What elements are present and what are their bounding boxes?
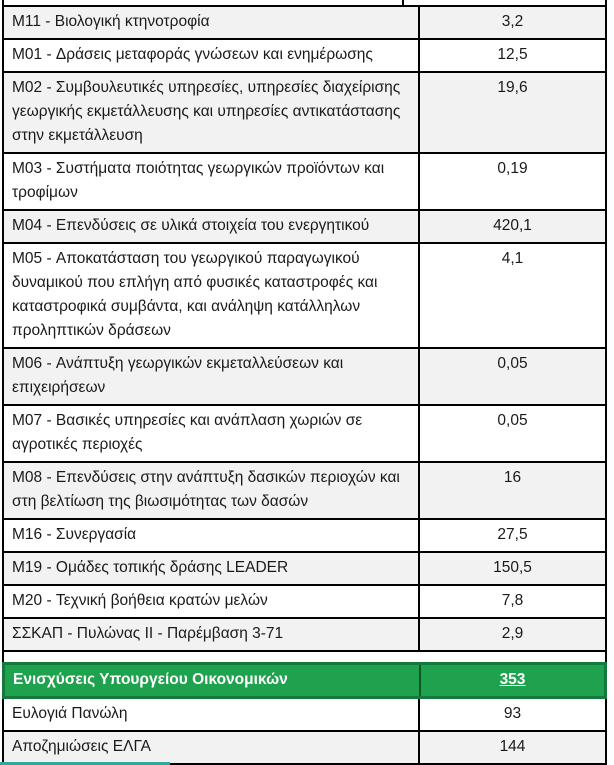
measure-label: M05 - Αποκατάσταση του γεωργικού παραγωγ… <box>12 250 378 339</box>
measure-value: 27,5 <box>418 520 605 551</box>
measure-label: Αποζημιώσεις ΕΛΓΑ <box>12 738 151 755</box>
table-row: M05 - Αποκατάσταση του γεωργικού παραγωγ… <box>2 244 607 349</box>
measure-label: M03 - Συστήματα ποιότητας γεωργικών προϊ… <box>12 160 385 201</box>
measure-label: M01 - Δράσεις μεταφοράς γνώσεων και ενημ… <box>12 46 373 63</box>
table-row: Αποζημιώσεις ΕΛΓΑ 144 <box>2 732 607 765</box>
table-row: M19 - Ομάδες τοπικής δράσης LEADER 150,5 <box>2 553 607 586</box>
table-row: M02 - Συμβουλευτικές υπηρεσίες, υπηρεσίε… <box>2 73 607 154</box>
table-row: M06 - Ανάπτυξη γεωργικών εκμεταλλεύσεων … <box>2 349 607 406</box>
measure-value: 0,05 <box>418 406 605 461</box>
table-row: M20 - Τεχνική βοήθεια κρατών μελών 7,8 <box>2 586 607 619</box>
measure-label: Ενισχύσεις Υπουργείου Οικονομικών <box>13 671 288 688</box>
measure-value: 93 <box>418 699 605 730</box>
measure-value: 0,05 <box>418 349 605 404</box>
table-row: ΣΣΚΑΠ - Πυλώνας ΙΙ - Παρέμβαση 3-71 2,9 <box>2 619 607 652</box>
next-row-top-edge <box>0 762 170 765</box>
measure-value: 420,1 <box>418 211 605 242</box>
measure-value: 144 <box>418 732 605 763</box>
measure-value: 2,9 <box>418 619 605 650</box>
measure-label: M08 - Επενδύσεις στην ανάπτυξη δασικών π… <box>12 469 400 510</box>
measure-label <box>4 0 402 5</box>
measure-label: M16 - Συνεργασία <box>12 526 137 543</box>
measure-value: 12,5 <box>418 40 605 71</box>
cut-off-row <box>2 0 607 7</box>
measure-value: 150,5 <box>418 553 605 584</box>
highlight-row: Ενισχύσεις Υπουργείου Οικονομικών 353 <box>2 662 607 699</box>
table-row: M11 - Βιολογική κτηνοτροφία 3,2 <box>2 7 607 40</box>
table-row: M01 - Δράσεις μεταφοράς γνώσεων και ενημ… <box>2 40 607 73</box>
measure-label: M02 - Συμβουλευτικές υπηρεσίες, υπηρεσίε… <box>12 79 401 144</box>
measure-label: M06 - Ανάπτυξη γεωργικών εκμεταλλεύσεων … <box>12 355 344 396</box>
measure-label: M20 - Τεχνική βοήθεια κρατών μελών <box>12 592 268 609</box>
measure-label: M19 - Ομάδες τοπικής δράσης LEADER <box>12 559 289 576</box>
underlined-value: 353 <box>499 671 526 688</box>
measure-value: 16 <box>418 463 605 518</box>
measure-value: 7,8 <box>418 586 605 617</box>
measure-value <box>402 0 605 5</box>
measure-label: ΣΣΚΑΠ - Πυλώνας ΙΙ - Παρέμβαση 3-71 <box>12 625 284 642</box>
table-row: M04 - Επενδύσεις σε υλικά στοιχεία του ε… <box>2 211 607 244</box>
measure-value: 0,19 <box>418 154 605 209</box>
measure-value: 353 <box>419 665 604 696</box>
measure-value: 19,6 <box>418 73 605 152</box>
measure-value: 4,1 <box>418 244 605 347</box>
measure-label: M04 - Επενδύσεις σε υλικά στοιχεία του ε… <box>12 217 370 234</box>
table-row: M08 - Επενδύσεις στην ανάπτυξη δασικών π… <box>2 463 607 520</box>
table-row: M03 - Συστήματα ποιότητας γεωργικών προϊ… <box>2 154 607 211</box>
table-row: M16 - Συνεργασία 27,5 <box>2 520 607 553</box>
table-row: Ευλογιά Πανώλη 93 <box>2 699 607 732</box>
measure-value: 3,2 <box>418 7 605 38</box>
table-row: M07 - Βασικές υπηρεσίες και ανάπλαση χωρ… <box>2 406 607 463</box>
measure-label: Ευλογιά Πανώλη <box>12 705 128 722</box>
row-spacer <box>2 652 607 662</box>
measure-label: M11 - Βιολογική κτηνοτροφία <box>12 13 210 30</box>
measure-label: M07 - Βασικές υπηρεσίες και ανάπλαση χωρ… <box>12 412 363 453</box>
